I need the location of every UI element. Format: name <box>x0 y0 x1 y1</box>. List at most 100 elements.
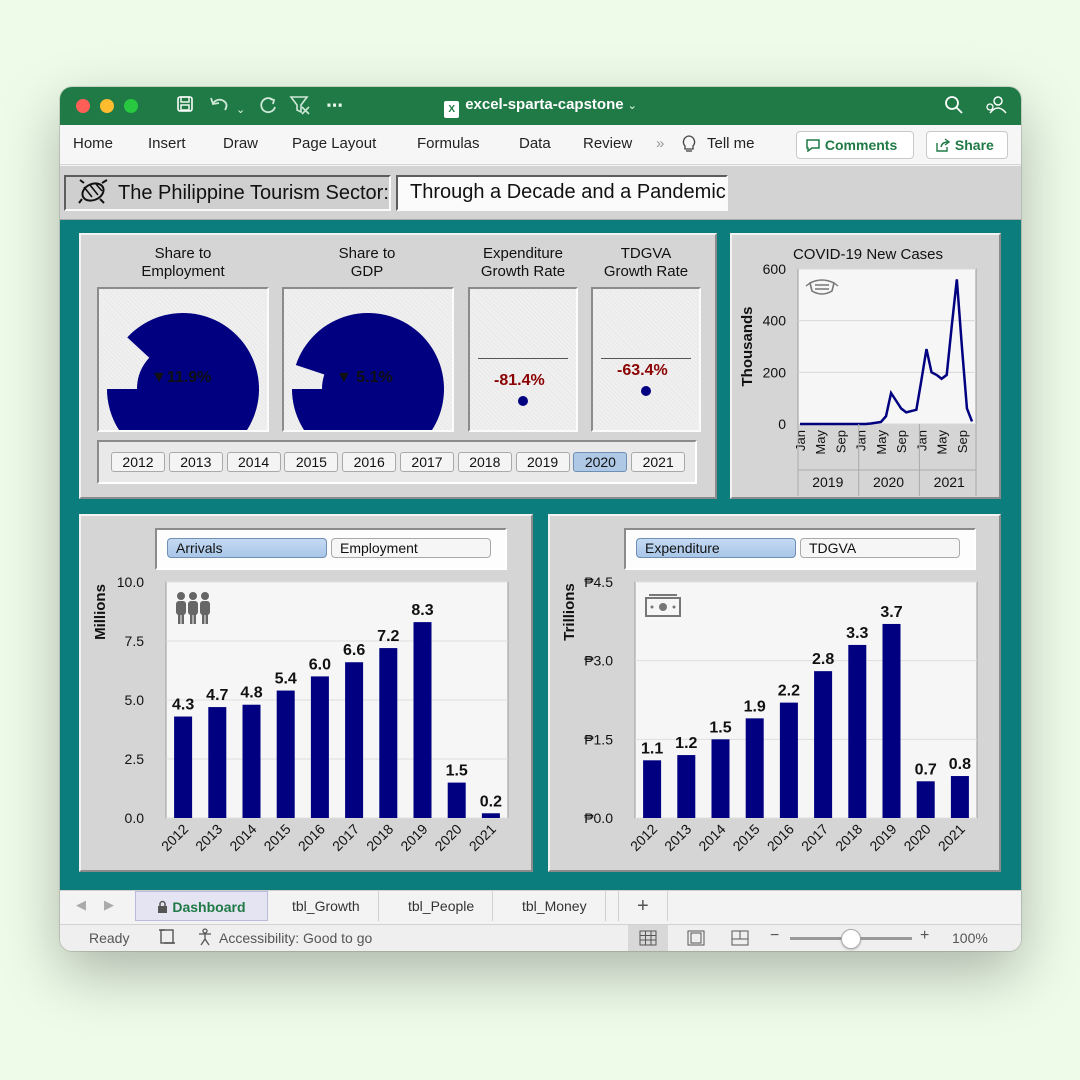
scroll-right-icon[interactable]: ▶ <box>104 897 114 912</box>
covid-cases-line <box>800 279 974 426</box>
y-tick-label: ₱1.5 <box>584 731 613 747</box>
money-toggle: Expenditure TDGVA <box>624 528 976 570</box>
clear-filter-icon[interactable] <box>289 95 311 121</box>
x-month-label: May <box>874 430 889 455</box>
tab-page-layout[interactable]: Page Layout <box>292 135 377 152</box>
minimize-window-button[interactable] <box>100 99 114 113</box>
year-button-2015[interactable]: 2015 <box>284 452 339 472</box>
close-window-button[interactable] <box>76 99 90 113</box>
lightbulb-icon[interactable] <box>682 135 696 157</box>
bar-value-label: 4.3 <box>172 697 194 714</box>
scroll-left-icon[interactable]: ◀ <box>76 897 86 912</box>
zero-line <box>478 358 568 359</box>
redo-icon[interactable] <box>258 95 278 121</box>
search-icon[interactable] <box>944 95 964 121</box>
bar-value-label: 1.5 <box>446 763 468 780</box>
x-year-label: 2019 <box>812 474 843 490</box>
document-name: excel-sparta-capstone <box>465 96 624 113</box>
tab-tbl-growth[interactable]: tbl_Growth <box>274 891 379 921</box>
year-button-2013[interactable]: 2013 <box>168 452 223 472</box>
tab-formulas[interactable]: Formulas <box>417 135 480 152</box>
bar <box>310 676 329 818</box>
year-button-2017[interactable]: 2017 <box>400 452 454 472</box>
bar <box>745 718 764 818</box>
zoom-out-button[interactable]: − <box>770 927 780 944</box>
share-button[interactable]: Share <box>926 131 1008 159</box>
plot-area <box>634 581 978 819</box>
zoom-in-button[interactable]: + <box>920 927 930 944</box>
ribbon: Home Insert Draw Page Layout Formulas Da… <box>60 125 1021 165</box>
normal-view-button[interactable] <box>628 925 668 951</box>
tab-insert[interactable]: Insert <box>148 135 186 152</box>
macro-recording-icon[interactable] <box>157 928 177 949</box>
more-tabs-icon[interactable]: » <box>656 135 665 152</box>
comments-button[interactable]: Comments <box>796 131 914 159</box>
tab-tbl-money[interactable]: tbl_Money <box>504 891 606 921</box>
account-icon[interactable] <box>984 95 1008 121</box>
year-button-2012[interactable]: 2012 <box>111 452 165 472</box>
undo-icon[interactable] <box>209 95 231 119</box>
dashboard-title-part2: Through a Decade and a Pandemic <box>396 175 728 211</box>
accessibility-status[interactable]: Accessibility: Good to go <box>219 930 373 946</box>
tab-tbl-people[interactable]: tbl_People <box>390 891 494 921</box>
comments-label: Comments <box>824 137 898 153</box>
year-button-2018[interactable]: 2018 <box>457 452 512 472</box>
bar-value-label: 8.3 <box>411 602 433 619</box>
year-button-2016[interactable]: 2016 <box>342 452 397 472</box>
tell-me-search[interactable]: Tell me <box>707 135 755 152</box>
year-button-2021[interactable]: 2021 <box>631 452 686 472</box>
y-axis-title: Thousands <box>739 306 756 386</box>
expenditure-toggle-button[interactable]: Expenditure <box>636 538 796 558</box>
dashboard-title-text2: Through a Decade and a Pandemic <box>410 181 726 203</box>
bar-value-label: 2.8 <box>812 651 834 668</box>
share-label: Share <box>954 137 994 153</box>
employment-toggle-button[interactable]: Employment <box>331 538 491 558</box>
x-tick-label: 2013 <box>192 821 225 854</box>
year-button-2020[interactable]: 2020 <box>573 452 628 472</box>
zoom-window-button[interactable] <box>124 99 138 113</box>
zoom-level[interactable]: 100% <box>952 930 988 946</box>
tab-dashboard[interactable]: Dashboard <box>135 891 268 921</box>
page-break-view-button[interactable] <box>731 930 749 949</box>
x-tick-label: 2015 <box>260 821 293 854</box>
employment-share-label: Share to Employment <box>141 245 225 280</box>
tab-data[interactable]: Data <box>519 135 551 152</box>
status-bar: Ready Accessibility: Good to go − + 100% <box>60 924 1021 951</box>
gauge-fill <box>107 313 259 430</box>
tdgva-toggle-button[interactable]: TDGVA <box>800 538 960 558</box>
gdp-gauge-chart <box>292 313 444 430</box>
y-tick-label: 0 <box>778 416 786 432</box>
tab-home[interactable]: Home <box>73 135 114 152</box>
x-tick-label: 2016 <box>295 821 328 854</box>
year-slicer: 2012 2013 2014 2015 2016 2017 2018 2019 2020 2021 <box>97 440 697 484</box>
y-tick-label: 2.5 <box>125 751 145 767</box>
page-layout-view-button[interactable] <box>687 930 705 949</box>
bar-value-label: 1.1 <box>641 740 663 757</box>
kpi-panel: Share to Employment Share to GDP Expenditu… <box>79 233 717 499</box>
tab-review[interactable]: Review <box>583 135 633 152</box>
gdp-share-label: Share to GDP <box>338 245 396 280</box>
tab-draw[interactable]: Draw <box>223 135 259 152</box>
arrivals-toggle-button[interactable]: Arrivals <box>167 538 327 558</box>
year-button-2014[interactable]: 2014 <box>226 452 281 472</box>
x-tick-label: 2019 <box>866 821 899 854</box>
bar <box>814 671 833 818</box>
undo-dropdown-icon[interactable]: ⌄ <box>236 104 246 116</box>
bar-value-label: 1.5 <box>709 719 731 736</box>
x-tick-label: 2021 <box>466 821 499 854</box>
x-tick-label: 2013 <box>661 821 694 854</box>
add-sheet-button[interactable]: + <box>618 891 668 921</box>
arrivals-bar-chart: 10.0 7.5 5.0 2.5 0.0 Millions 4.3 2012 4.7 2013 4.… <box>92 574 509 854</box>
bar-value-label: 4.7 <box>206 687 228 704</box>
bar-value-label: 0.7 <box>915 761 937 778</box>
comment-icon <box>805 137 825 153</box>
y-tick-label: ₱0.0 <box>584 810 613 826</box>
more-icon[interactable]: ⋯ <box>326 96 343 115</box>
save-icon[interactable] <box>176 95 194 119</box>
year-button-2019[interactable]: 2019 <box>515 452 570 472</box>
accessibility-icon[interactable] <box>197 928 217 949</box>
covid-chart-title: COVID-19 New Cases <box>793 246 943 263</box>
worksheet-area: The Philippine Tourism Sector: Through a… <box>60 166 1021 890</box>
zoom-slider-thumb[interactable] <box>841 929 861 949</box>
